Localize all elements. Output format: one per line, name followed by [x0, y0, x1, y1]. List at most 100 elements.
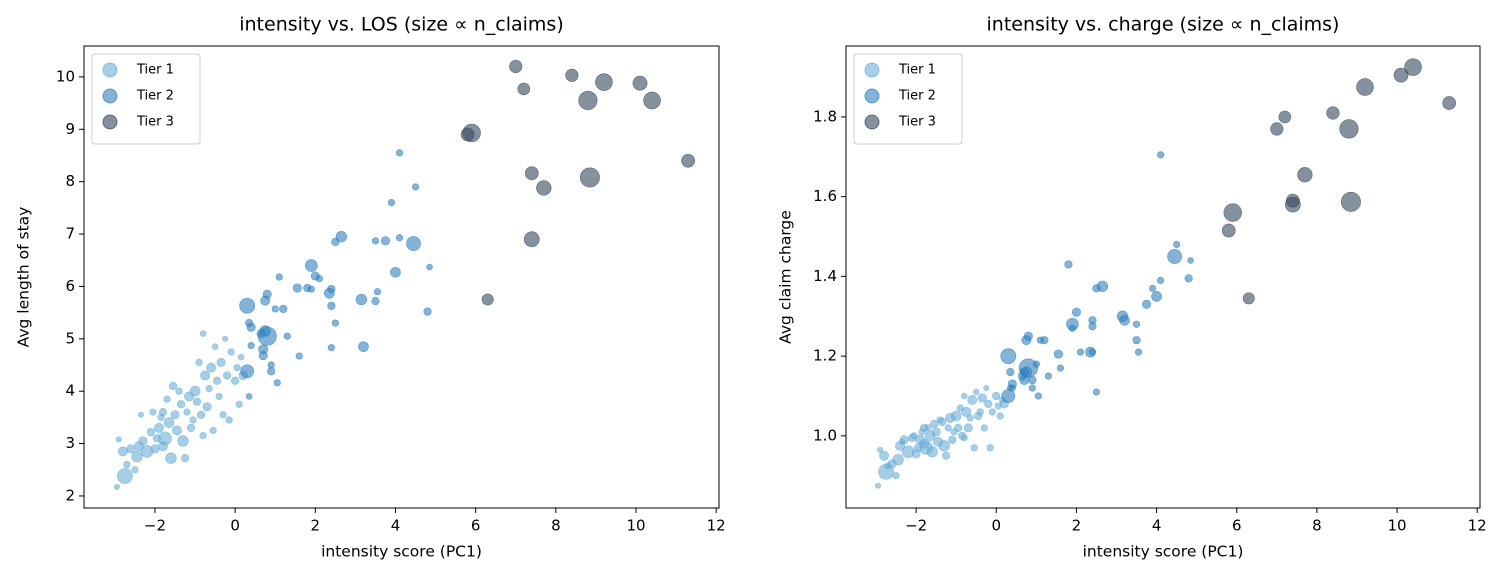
- data-point: [195, 358, 203, 366]
- data-point: [1000, 348, 1017, 365]
- x-tick-label: 6: [1232, 517, 1242, 535]
- data-point: [335, 230, 348, 243]
- data-point: [1184, 274, 1193, 283]
- data-point: [1088, 348, 1097, 356]
- data-point: [944, 424, 952, 432]
- data-point: [222, 335, 229, 342]
- y-tick-label: 7: [65, 225, 75, 243]
- data-point: [1242, 292, 1255, 305]
- data-point: [267, 367, 276, 376]
- y-tick-label: 1.6: [813, 187, 837, 205]
- data-point: [950, 410, 962, 422]
- legend-marker: [102, 114, 118, 130]
- x-tick-label: 10: [626, 517, 645, 535]
- x-tick-label: 12: [707, 517, 726, 535]
- data-point: [154, 422, 164, 433]
- data-point: [219, 411, 227, 419]
- data-point: [524, 166, 539, 181]
- data-point: [240, 364, 255, 379]
- data-point: [172, 425, 182, 436]
- data-point: [976, 408, 984, 416]
- data-point: [1028, 384, 1036, 392]
- data-point: [1167, 249, 1183, 264]
- data-point: [271, 305, 279, 313]
- data-point: [517, 82, 531, 96]
- y-tick-label: 3: [65, 434, 75, 452]
- data-point: [216, 357, 226, 367]
- data-point: [131, 450, 143, 463]
- data-point: [331, 319, 339, 327]
- data-point: [168, 381, 178, 391]
- data-point: [163, 417, 175, 428]
- data-point: [395, 234, 404, 242]
- data-point: [1134, 348, 1143, 356]
- x-tick-label: 8: [1312, 517, 1322, 535]
- data-point: [1088, 322, 1097, 331]
- data-point: [183, 408, 191, 416]
- data-point: [1092, 284, 1101, 293]
- data-point: [315, 274, 323, 283]
- data-point: [643, 91, 661, 110]
- x-tick-label: 4: [391, 517, 401, 535]
- y-tick-label: 10: [56, 67, 75, 85]
- data-point: [117, 446, 128, 457]
- data-point: [481, 293, 494, 306]
- data-point: [150, 444, 160, 454]
- data-point: [1326, 106, 1340, 120]
- data-point: [237, 353, 245, 361]
- data-point: [1007, 384, 1014, 392]
- subplot: −2 0 2 4 6 8 10 12 1.0 1.2 1.4 1.6 1.8 intensity vs. …: [777, 14, 1487, 561]
- data-point: [1006, 367, 1015, 377]
- data-point: [1034, 392, 1042, 400]
- data-point: [1056, 364, 1064, 372]
- data-point: [304, 259, 318, 272]
- x-tick-label: 0: [992, 517, 1002, 535]
- data-point: [116, 468, 133, 484]
- legend-marker: [102, 62, 118, 78]
- data-point: [259, 325, 271, 337]
- data-point: [1001, 389, 1016, 403]
- data-point: [1393, 67, 1409, 83]
- data-point: [227, 348, 235, 356]
- data-point: [938, 417, 947, 426]
- data-point: [1028, 375, 1037, 385]
- data-point: [163, 395, 171, 403]
- x-tick-label: 8: [551, 517, 561, 535]
- data-point: [138, 436, 148, 446]
- data-point: [1173, 240, 1181, 249]
- chart-title: intensity vs. LOS (size ∝ n_claims): [239, 14, 564, 36]
- data-point: [371, 296, 380, 306]
- x-tick-label: −2: [144, 517, 166, 535]
- data-point: [380, 236, 391, 246]
- data-point: [246, 322, 256, 332]
- data-point: [1278, 110, 1292, 124]
- data-point: [231, 376, 240, 385]
- data-point: [158, 408, 168, 417]
- data-point: [977, 393, 987, 403]
- data-point: [983, 385, 990, 392]
- data-point: [1119, 314, 1130, 326]
- data-point: [1284, 196, 1301, 213]
- legend-box: [91, 53, 201, 145]
- data-point: [1157, 276, 1165, 284]
- data-point: [632, 75, 648, 91]
- y-tick-label: 5: [65, 329, 75, 347]
- legend-marker: [864, 62, 880, 78]
- data-point: [986, 444, 994, 452]
- data-point: [146, 427, 156, 437]
- y-tick-label: 1.4: [813, 267, 837, 285]
- data-point: [411, 183, 420, 191]
- data-point: [406, 236, 421, 251]
- data-point: [205, 384, 213, 393]
- y-tick-label: 9: [65, 120, 75, 138]
- data-point: [235, 400, 243, 408]
- data-point: [423, 307, 432, 316]
- data-point: [202, 402, 212, 412]
- data-point: [1340, 191, 1361, 212]
- data-point: [1339, 119, 1359, 139]
- x-tick-label: 4: [1152, 517, 1162, 535]
- data-point: [509, 59, 523, 74]
- data-point: [1064, 260, 1073, 269]
- data-point: [961, 406, 972, 417]
- data-point: [1404, 58, 1422, 76]
